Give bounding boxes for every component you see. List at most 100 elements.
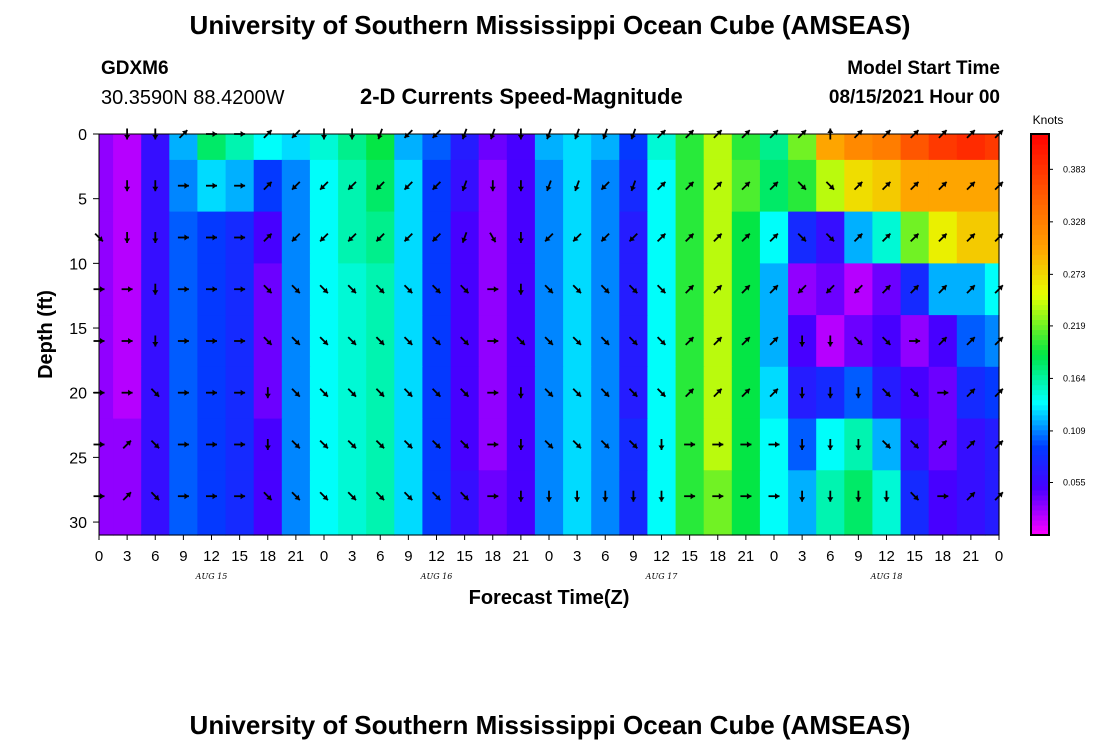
heatmap-cell [225,134,255,161]
current-arrow [630,490,637,502]
heatmap-cell [984,134,1000,161]
heatmap-cell [900,134,930,161]
model-start-value: 08/15/2021 Hour 00 [828,87,1000,108]
colorbar-segment [1031,304,1049,310]
heatmap-cell [281,470,311,536]
colorbar-segment [1031,234,1049,240]
colorbar-segment [1031,334,1049,341]
colorbar-segment [1031,219,1049,225]
current-arrow [572,336,582,346]
current-arrow [177,234,189,241]
current-arrow [431,232,442,243]
colorbar-segment [1031,464,1049,471]
colorbar-segment [1031,379,1049,386]
current-arrow [827,335,834,347]
current-arrow [291,491,301,501]
current-arrow [291,232,301,243]
colorbar-segment [1031,169,1049,175]
current-arrow [656,336,667,346]
current-arrow [319,336,329,346]
current-arrow [264,439,271,450]
current-arrow [544,388,554,398]
current-arrow [572,439,582,449]
current-arrow [881,336,892,346]
heatmap-cell [478,470,508,536]
x-tick-label: 21 [513,548,530,565]
y-axis: 0 5 10 15 20 25 30 [69,127,99,532]
x-tick-label: 3 [798,548,806,565]
x-tick-label: 9 [854,548,862,565]
heatmap-cell [478,134,508,161]
heatmap-cell [984,470,1000,536]
heatmap-cell [99,418,114,471]
current-arrow [966,284,976,294]
current-arrow [291,388,301,398]
colorbar-segment [1031,189,1049,195]
footer-title: University of Southern Mississippi Ocean… [189,710,911,740]
x-tick-label: 6 [601,548,609,565]
heatmap-cell [422,470,452,536]
heatmap-cell [788,134,817,161]
current-arrow [853,181,863,191]
current-arrow [545,180,552,192]
x-tick-label: 12 [203,548,220,565]
colorbar-segment [1031,394,1049,401]
heatmap-cell [197,134,227,161]
current-arrow [487,389,499,396]
current-arrow [741,232,751,243]
x-tick-label: 6 [151,548,159,565]
current-arrow [347,232,357,243]
colorbar-segment [1031,359,1049,366]
heatmap-cell [197,470,227,536]
heatmap-cell [99,263,114,316]
current-arrow [600,388,610,398]
x-tick-label: 3 [348,548,356,565]
current-arrow [966,232,976,243]
current-arrow [489,232,497,243]
current-arrow [910,388,920,398]
colorbar-segment [1031,244,1049,250]
current-arrow [966,439,976,449]
x-tick-label: 6 [826,548,834,565]
current-arrow [572,284,582,294]
current-arrow [628,388,638,398]
heatmap-cell [872,470,902,536]
current-arrow [124,180,131,192]
heatmap-cell [844,470,873,536]
current-arrow [206,338,217,344]
current-arrow [713,232,723,243]
heatmap-cell [675,470,705,536]
current-arrow [460,284,470,294]
current-arrow [403,181,413,191]
current-arrow [347,439,357,449]
current-arrow [487,286,499,293]
heatmap-cell [984,315,1000,368]
colorbar-segment [1031,254,1049,260]
colorbar-tick-label: 0.273 [1063,269,1086,279]
current-arrow [319,388,329,398]
x-tick-label: 0 [770,548,778,565]
colorbar-segment [1031,144,1049,150]
current-arrow [881,232,892,243]
heatmap-cell [731,134,761,161]
station-coordinates: 30.3590N 88.4200W [101,87,285,109]
colorbar-segment [1031,239,1049,245]
current-arrow [600,232,610,243]
colorbar-segment [1031,419,1049,426]
x-tick-label: 0 [320,548,328,565]
current-arrow [460,491,470,501]
current-arrow [177,441,189,448]
current-arrow [177,389,189,396]
current-arrow [291,439,301,449]
current-arrow [375,439,385,449]
current-arrow [544,232,554,243]
colorbar-segment [1031,404,1049,411]
current-arrow [910,181,920,191]
current-arrow [234,441,246,448]
current-arrow [263,232,273,243]
current-arrow [375,388,385,398]
current-arrow [910,439,920,449]
current-arrow [206,234,217,241]
heatmap-cell [422,134,452,161]
current-arrow [628,232,638,243]
